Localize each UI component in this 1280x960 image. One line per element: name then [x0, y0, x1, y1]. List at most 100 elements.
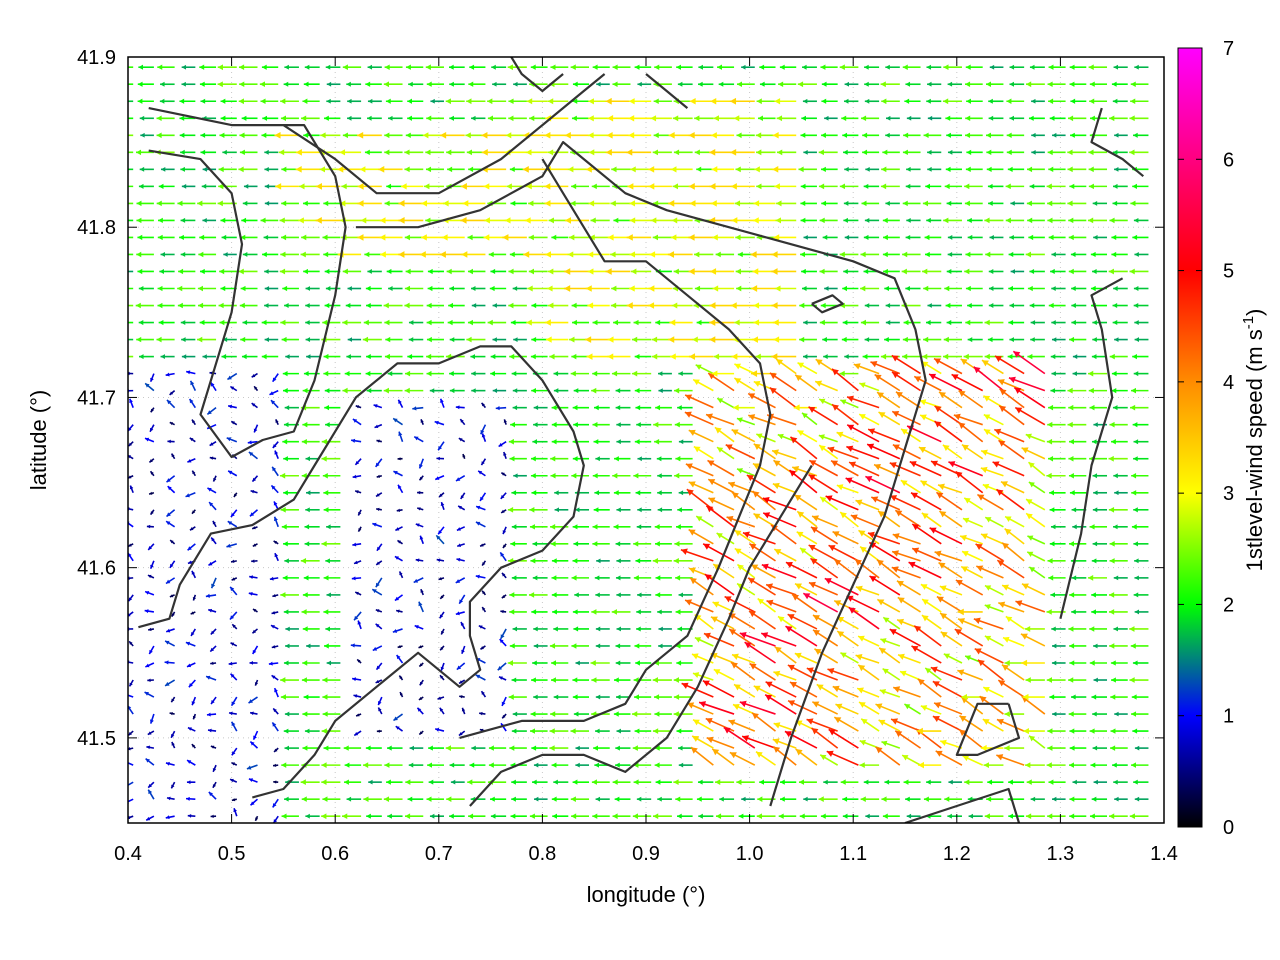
wind-vector [280, 98, 299, 105]
wind-vector [885, 303, 900, 308]
wind-vector [205, 593, 217, 598]
wind-vector [924, 667, 942, 681]
wind-vector [321, 438, 341, 445]
wind-vector [844, 81, 859, 87]
wind-vector [449, 285, 465, 292]
wind-vector [754, 166, 776, 173]
wind-vector [774, 646, 797, 664]
wind-vector [354, 591, 362, 596]
wind-vector [821, 166, 838, 172]
wind-vector [449, 762, 465, 768]
wind-vector [1111, 388, 1128, 394]
wind-vector [205, 675, 217, 681]
wind-vector [904, 703, 921, 715]
wind-vector [648, 285, 672, 292]
wind-vector [694, 613, 714, 630]
wind-vector [1067, 115, 1087, 122]
wind-vector [342, 387, 362, 394]
wind-vector [323, 200, 341, 207]
wind-vector [752, 217, 776, 224]
wind-vector [511, 524, 527, 530]
wind-vector [252, 645, 259, 655]
wind-vector [611, 285, 631, 292]
wind-vector [1093, 643, 1108, 649]
wind-vector [147, 574, 155, 579]
wind-vector [704, 573, 735, 596]
wind-vector [688, 528, 714, 545]
wind-vector [858, 413, 880, 426]
wind-vector [739, 700, 776, 715]
wind-vector [823, 354, 838, 360]
wind-vector [1088, 64, 1108, 71]
wind-vector [1114, 337, 1128, 342]
wind-vector [730, 302, 755, 309]
wind-vector [860, 796, 880, 802]
wind-vector [630, 268, 652, 275]
wind-vector [1030, 337, 1045, 343]
wind-vector [733, 404, 755, 411]
wind-vector [305, 303, 320, 308]
wind-vector [145, 757, 155, 766]
wind-vector [801, 412, 818, 426]
wind-vector [190, 611, 196, 615]
wind-vector [1133, 132, 1149, 138]
wind-vector [532, 541, 548, 547]
wind-vector [731, 653, 756, 664]
wind-vector [303, 81, 320, 87]
wind-vector [407, 115, 424, 121]
wind-vector [231, 747, 238, 756]
wind-vector [771, 449, 797, 460]
wind-vector [810, 557, 839, 579]
wind-vector [592, 64, 610, 70]
wind-vector [254, 815, 259, 822]
wind-vector [845, 477, 880, 494]
wind-vector [819, 319, 838, 326]
wind-vector [492, 303, 507, 308]
wind-vector [420, 418, 424, 425]
wind-vector [1134, 252, 1149, 257]
wind-vector [144, 437, 155, 443]
wind-vector [218, 183, 237, 190]
wind-vector [167, 485, 176, 494]
wind-vector [1025, 813, 1045, 820]
wind-vector [384, 353, 403, 360]
wind-vector [220, 98, 237, 104]
wind-vector [948, 461, 983, 477]
wind-vector [471, 745, 486, 751]
y-tick-label: 41.5 [77, 728, 116, 750]
wind-vector [322, 796, 341, 802]
wind-vector [1049, 507, 1066, 513]
wind-vector [983, 762, 1004, 769]
wind-vector [674, 472, 693, 479]
wind-vector [551, 660, 569, 666]
wind-vector [1113, 575, 1128, 581]
wind-vector [544, 183, 569, 190]
wind-vector [615, 745, 631, 751]
wind-vector [1031, 132, 1045, 138]
wind-vector [1008, 319, 1025, 326]
wind-vector [481, 590, 487, 596]
wind-vector [207, 728, 217, 733]
wind-vector [752, 336, 776, 343]
wind-vector [964, 268, 983, 275]
y-tick-label: 41.9 [77, 47, 116, 69]
wind-vector [945, 115, 962, 121]
wind-vector [987, 337, 1004, 343]
wind-vector [614, 456, 631, 462]
wind-vector [1047, 728, 1066, 734]
wind-vector [170, 730, 176, 739]
wind-vector [262, 251, 279, 258]
wind-vector [1131, 473, 1149, 479]
wind-vector [675, 609, 693, 615]
wind-vector [753, 443, 776, 460]
wind-vector [808, 473, 839, 494]
wind-vector [1068, 626, 1087, 632]
wind-vector [1129, 268, 1149, 275]
wind-vector [1091, 796, 1108, 802]
wind-vector [251, 372, 258, 378]
wind-vector [376, 507, 382, 512]
wind-vector [530, 64, 548, 70]
wind-vector [221, 234, 237, 240]
wind-vector [324, 388, 341, 394]
wind-vector [322, 694, 341, 700]
